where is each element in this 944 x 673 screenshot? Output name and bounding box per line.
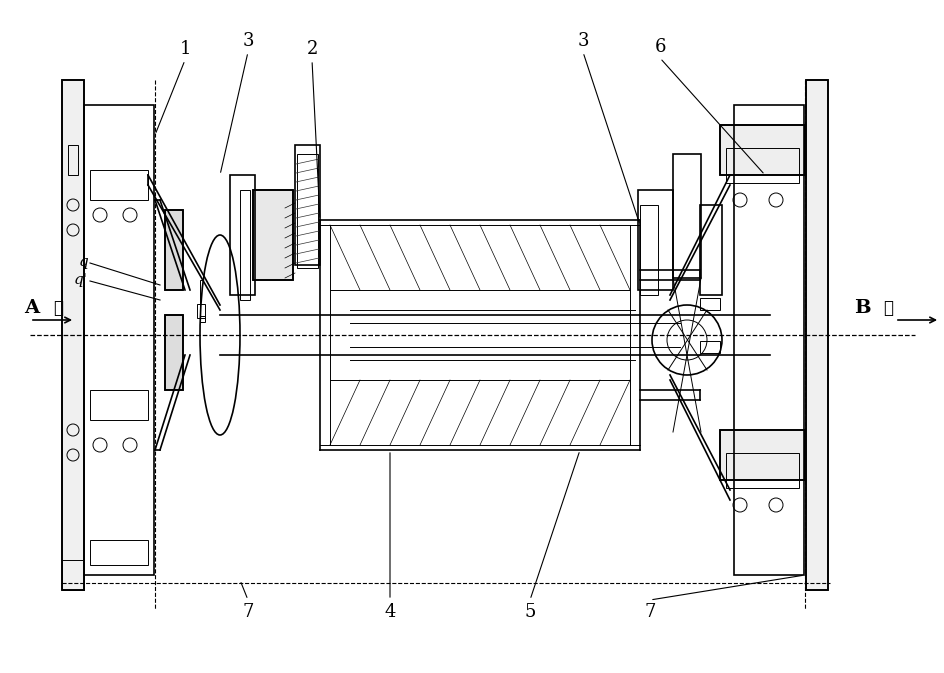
Bar [700, 341, 719, 353]
Text: A: A [25, 299, 40, 317]
Text: 7: 7 [644, 603, 655, 621]
Bar [725, 148, 799, 183]
Text: 向: 向 [53, 299, 63, 317]
Bar [62, 80, 84, 590]
Bar [165, 315, 183, 390]
Text: 7: 7 [242, 603, 253, 621]
Bar [295, 145, 320, 265]
Bar [805, 80, 827, 590]
Text: 5: 5 [524, 603, 535, 621]
Bar [196, 304, 205, 318]
Bar [62, 560, 84, 590]
Bar [253, 190, 293, 280]
Text: 1: 1 [179, 40, 191, 58]
Bar [672, 154, 700, 278]
Text: 3: 3 [577, 32, 588, 50]
Text: q': q' [74, 273, 88, 287]
Bar [229, 175, 255, 295]
Bar [90, 390, 148, 420]
Text: 3: 3 [242, 32, 254, 50]
Text: B: B [852, 299, 869, 317]
Bar [719, 125, 804, 175]
Bar [700, 205, 721, 295]
Bar [719, 430, 804, 480]
Bar [165, 315, 183, 390]
Text: 4: 4 [384, 603, 396, 621]
Bar [719, 125, 804, 175]
Ellipse shape [200, 235, 240, 435]
Bar [637, 190, 672, 290]
Bar [639, 205, 657, 295]
Text: 2: 2 [306, 40, 317, 58]
Bar [240, 190, 250, 300]
Bar [296, 154, 318, 268]
Bar [165, 210, 183, 290]
Bar [68, 145, 78, 175]
Text: 向: 向 [882, 299, 892, 317]
Bar [200, 280, 229, 335]
Bar [165, 210, 183, 290]
Bar [805, 80, 827, 590]
Text: q: q [78, 255, 88, 269]
Bar [253, 190, 293, 280]
Bar [200, 316, 205, 322]
Bar [700, 298, 719, 310]
Bar [733, 105, 803, 575]
Bar [90, 170, 148, 200]
Bar [84, 105, 154, 575]
Bar [719, 430, 804, 480]
Bar [725, 453, 799, 488]
Bar [62, 80, 84, 590]
Text: 6: 6 [653, 38, 665, 56]
Bar [90, 540, 148, 565]
